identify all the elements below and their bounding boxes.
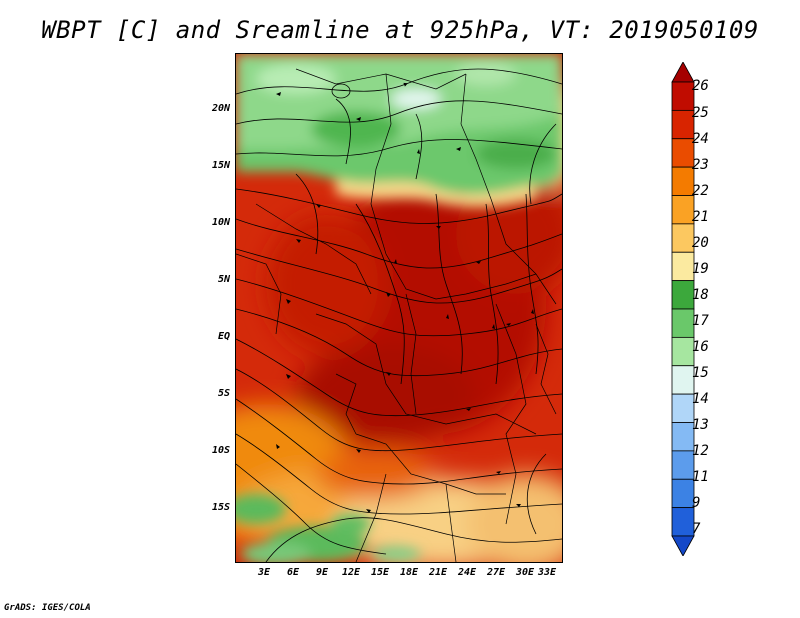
lat-label-10s: 10S	[211, 445, 230, 456]
colorbar-label: 18	[692, 287, 709, 303]
colorbar-segment	[671, 478, 695, 509]
colorbar	[671, 62, 695, 556]
lon-label-18e: 18E	[399, 567, 419, 578]
colorbar-segment	[671, 393, 695, 423]
colorbar-segment	[671, 450, 695, 480]
lon-label-6e: 6E	[286, 567, 300, 578]
colorbar-label: 22	[692, 183, 709, 199]
colorbar-segment	[671, 81, 695, 111]
lon-label-24e: 24E	[457, 567, 477, 578]
colorbar-segment	[671, 109, 695, 140]
cool-southern-patches	[236, 494, 421, 562]
lon-label-9e: 9E	[315, 567, 329, 578]
lon-label-15e: 15E	[370, 567, 390, 578]
lat-label-10n: 10N	[211, 217, 230, 228]
colorbar-segment	[671, 138, 695, 168]
colorbar-segment	[671, 223, 695, 253]
colorbar-label: 20	[692, 235, 709, 251]
colorbar-label: 21	[692, 209, 709, 225]
colorbar-segment	[671, 365, 695, 395]
colorbar-segment	[671, 336, 695, 367]
lat-label-15n: 15N	[211, 160, 230, 171]
lat-label-5n: 5N	[217, 274, 230, 285]
colorbar-label: 24	[692, 131, 709, 147]
colorbar-segment	[671, 308, 695, 338]
colorbar-label: 26	[692, 78, 709, 94]
streamline-arrows	[276, 92, 534, 513]
wbpt-streamline-map	[236, 54, 562, 562]
lon-label-33e: 33E	[537, 567, 557, 578]
colorbar-label: 23	[692, 157, 709, 173]
colorbar-label: 14	[692, 391, 709, 407]
colorbar-label: 12	[692, 443, 709, 459]
streamlines	[236, 68, 562, 562]
colorbar-label: 11	[692, 469, 709, 485]
colorbar-label: 16	[692, 339, 709, 355]
colorbar-segment	[671, 195, 695, 225]
colorbar-segment	[671, 535, 695, 556]
colorbar-label: 7	[692, 521, 701, 537]
lon-label-27e: 27E	[486, 567, 506, 578]
colorbar-segment	[671, 280, 695, 310]
lat-label-15s: 15S	[211, 502, 230, 513]
colorbar-label: 13	[692, 417, 709, 433]
cool-northern-band	[236, 54, 562, 207]
lon-label-12e: 12E	[341, 567, 361, 578]
colorbar-segment	[671, 62, 695, 83]
colorbar-segment	[671, 422, 695, 452]
colorbar-segment	[671, 507, 695, 537]
figure-title: WBPT [C] and Sreamline at 925hPa, VT: 20…	[41, 16, 759, 44]
grads-credit: GrADS: IGES/COLA	[4, 603, 91, 613]
colorbar-label: 9	[692, 495, 701, 511]
lat-label-20n: 20N	[211, 103, 230, 114]
map-panel	[235, 53, 563, 563]
colorbar-label: 17	[692, 313, 709, 329]
colorbar-label: 19	[692, 261, 709, 277]
colorbar-segment	[671, 166, 695, 196]
lon-label-21e: 21E	[428, 567, 448, 578]
lon-label-3e: 3E	[257, 567, 271, 578]
colorbar-label: 25	[692, 105, 709, 121]
colorbar-label: 15	[692, 365, 709, 381]
lat-label-5s: 5S	[217, 388, 230, 399]
lat-label-eq: EQ	[217, 331, 230, 342]
colorbar-segment	[671, 251, 695, 282]
lake-outline	[331, 83, 351, 99]
country-borders	[236, 68, 557, 562]
lon-label-30e: 30E	[515, 567, 535, 578]
